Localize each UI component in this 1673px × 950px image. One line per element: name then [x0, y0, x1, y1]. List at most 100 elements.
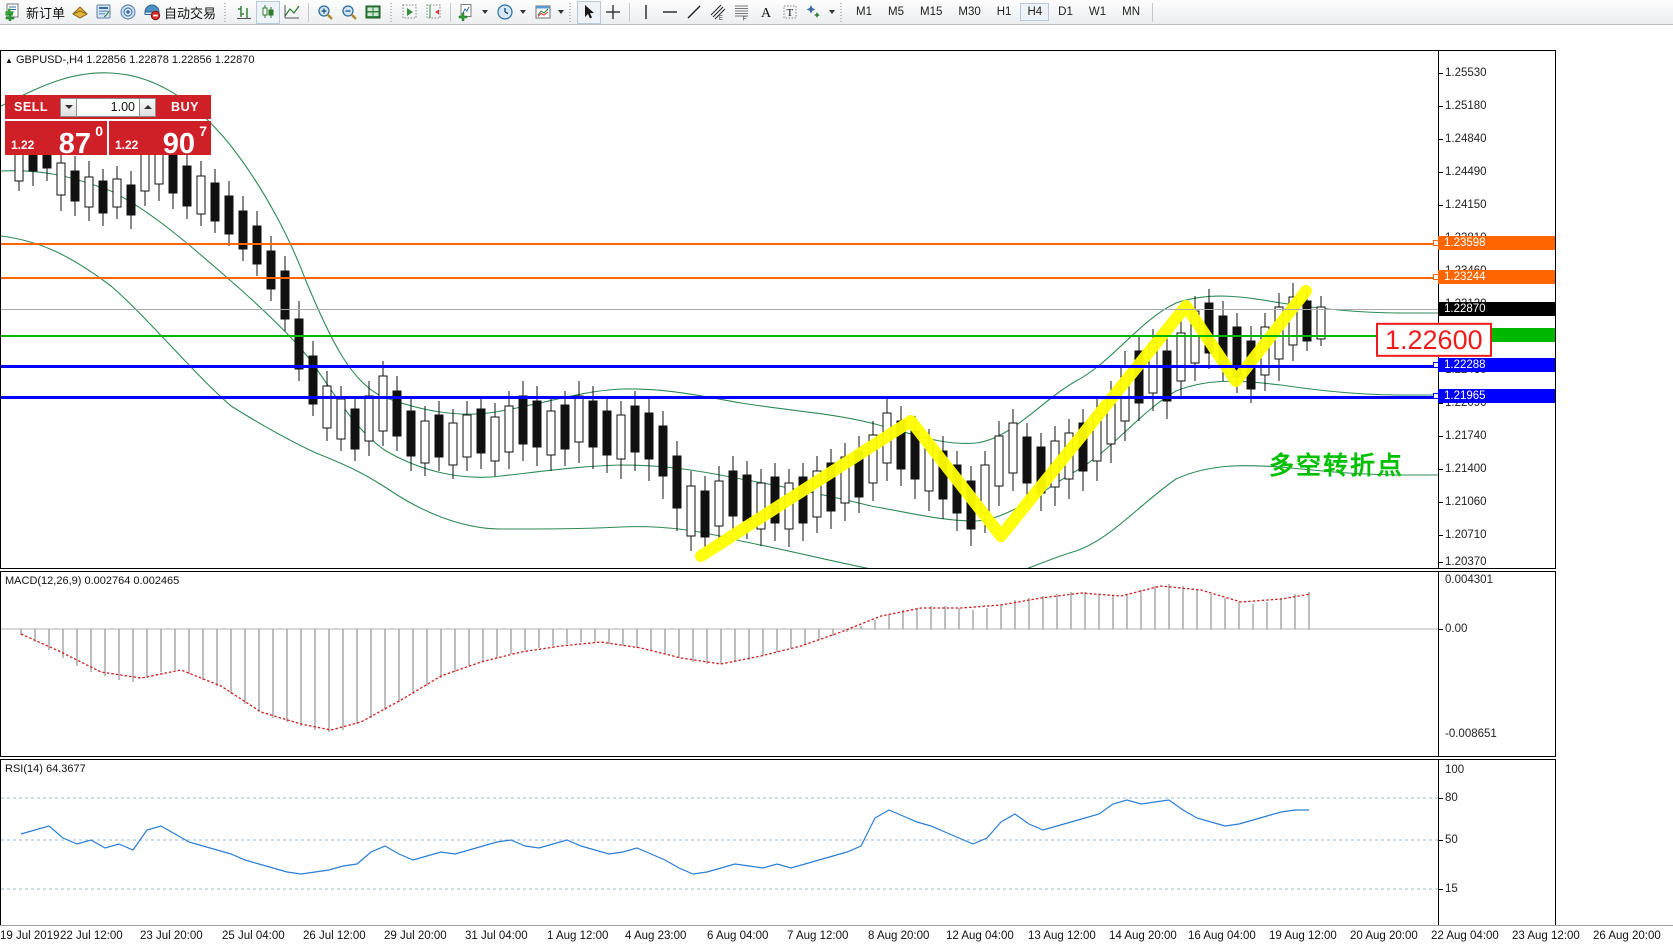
text-label-button[interactable]: A	[754, 1, 778, 24]
indicators-button[interactable]	[455, 1, 479, 24]
macd-tick-label: -0.008651	[1445, 728, 1497, 740]
objects-dropdown-caret[interactable]	[829, 10, 836, 14]
time-tick-label: 12 Aug 04:00	[946, 930, 1014, 942]
resistance-line-2[interactable]	[1, 277, 1440, 279]
support-handle-2[interactable]	[1433, 393, 1439, 399]
chinese-annotation[interactable]: 多空转折点	[1269, 452, 1405, 480]
level-badge-support-2[interactable]: 1.21965	[1438, 389, 1555, 403]
level-badge-current-price[interactable]: 1.22870	[1438, 302, 1555, 316]
macd-axis[interactable]: 0.004301 0.00 -0.008651	[1438, 572, 1555, 756]
current-price-line	[1, 309, 1440, 310]
support-line-1[interactable]	[1, 365, 1440, 368]
data-window-button[interactable]	[361, 1, 385, 24]
chart-workspace: 1.22600 多空转折点 ▲ GBPUSD-,H4 1.22856 1.228…	[0, 25, 1673, 950]
price-axis[interactable]: 1.25530 1.25180 1.24840 1.24490 1.24150 …	[1438, 51, 1555, 568]
macd-indicator-pane[interactable]: MACD(12,26,9) 0.002764 0.002465	[0, 571, 1556, 757]
chart-shift-button[interactable]	[422, 1, 446, 24]
sell-button[interactable]: SELL	[5, 95, 57, 119]
toolbar-grip-3[interactable]	[568, 2, 574, 22]
market-watch-button[interactable]	[92, 1, 116, 24]
horizontal-line-button[interactable]	[658, 1, 682, 24]
one-click-trading-panel[interactable]: SELL 1.00 BUY 1.22 87 0	[5, 95, 211, 159]
chevron-down-icon	[64, 105, 73, 109]
timeframe-m1[interactable]: M1	[856, 6, 873, 18]
templates-dropdown-caret[interactable]	[558, 10, 565, 14]
resistance-handle-2[interactable]	[1433, 274, 1439, 280]
cursor-button[interactable]	[577, 0, 602, 24]
timeframe-m30[interactable]: M30	[958, 6, 981, 18]
text-box-button[interactable]: T	[778, 1, 802, 24]
period-dropdown-caret[interactable]	[520, 10, 527, 14]
line-chart-button[interactable]	[280, 1, 304, 24]
price-annotation-box[interactable]: 1.22600	[1376, 322, 1492, 358]
trendline-button[interactable]	[682, 1, 706, 24]
macd-tick-label: 0.00	[1445, 623, 1468, 635]
order-price-row: 1.22 87 0 1.22 90 7	[5, 121, 211, 159]
fibonacci-button[interactable]: F	[730, 1, 754, 24]
scroll-end-button[interactable]	[398, 1, 422, 24]
market-watch-icon	[95, 3, 113, 21]
price-tick-label: 1.24150	[1445, 199, 1487, 211]
toolbar-grip-4[interactable]	[839, 2, 845, 22]
vertical-line-button[interactable]	[634, 1, 658, 24]
time-axis[interactable]: 19 Jul 2019 22 Jul 12:00 23 Jul 20:00 25…	[0, 925, 1673, 950]
toolbar-separator-4	[1152, 2, 1153, 22]
autotrading-button[interactable]: 自动交易	[140, 1, 219, 24]
templates-button[interactable]	[531, 1, 555, 24]
timeframe-m15[interactable]: M15	[920, 6, 943, 18]
price-tick-label: 1.21400	[1445, 463, 1487, 475]
navigator-button[interactable]	[116, 1, 140, 24]
crosshair-button[interactable]	[601, 1, 625, 24]
price-chart-pane[interactable]: 1.22600 多空转折点 ▲ GBPUSD-,H4 1.22856 1.228…	[0, 50, 1556, 569]
bar-chart-icon	[235, 3, 253, 21]
level-badge-support-1[interactable]: 1.22288	[1438, 358, 1555, 372]
period-button[interactable]	[493, 1, 517, 24]
sell-price-cell[interactable]: 1.22 87 0	[5, 121, 107, 159]
indicators-dropdown-caret[interactable]	[482, 10, 489, 14]
rsi-indicator-pane[interactable]: RSI(14) 64.3677 100 80 50 15 0	[0, 759, 1556, 946]
axis-tick	[1439, 403, 1443, 404]
price-tick-label: 1.20710	[1445, 529, 1487, 541]
level-badge-resistance-2[interactable]: 1.23244	[1438, 270, 1555, 284]
zoom-in-button[interactable]	[313, 1, 337, 24]
rsi-axis[interactable]: 100 80 50 15 0	[1438, 760, 1555, 945]
time-tick-label: 20 Aug 20:00	[1350, 930, 1418, 942]
axis-tick	[1439, 889, 1443, 890]
timeframe-mn[interactable]: MN	[1122, 6, 1140, 18]
support-handle-1[interactable]	[1433, 362, 1439, 368]
target-line-green[interactable]	[1, 335, 1440, 337]
timeframe-h4[interactable]: H4	[1020, 3, 1050, 21]
buy-price-cell[interactable]: 1.22 90 7	[109, 121, 211, 159]
level-badge-resistance-1[interactable]: 1.23598	[1438, 236, 1555, 250]
main-toolbar: 新订单	[0, 0, 1673, 25]
timeframe-h1[interactable]: H1	[996, 6, 1012, 18]
new-order-button[interactable]: 新订单	[2, 1, 68, 24]
zoom-out-button[interactable]	[337, 1, 361, 24]
scroll-end-icon	[401, 3, 419, 21]
time-tick-label: 23 Jul 20:00	[140, 930, 203, 942]
candlestick-chart-button[interactable]	[256, 0, 281, 24]
toolbar-grip-2[interactable]	[389, 2, 395, 22]
toolbar-grip-1[interactable]	[223, 2, 229, 22]
timeframe-w1[interactable]: W1	[1088, 6, 1107, 18]
order-controls-row: SELL 1.00 BUY	[5, 95, 211, 119]
timeframe-m5[interactable]: M5	[888, 6, 904, 18]
objects-button[interactable]	[802, 1, 826, 24]
time-tick-label: 22 Aug 04:00	[1431, 930, 1499, 942]
volume-decrease-button[interactable]	[60, 97, 77, 117]
horizontal-line-icon	[661, 3, 679, 21]
resistance-handle-1[interactable]	[1433, 240, 1439, 246]
equidistant-channel-button[interactable]: E	[706, 1, 730, 24]
rsi-tick-label: 15	[1445, 883, 1458, 895]
support-line-2[interactable]	[1, 396, 1440, 399]
bar-chart-button[interactable]	[232, 1, 256, 24]
period-icon	[496, 3, 514, 21]
time-tick-label: 19 Jul 2019	[0, 930, 60, 942]
symbol-info-text: GBPUSD-,H4 1.22856 1.22878 1.22856 1.228…	[15, 54, 255, 66]
timeframe-d1[interactable]: D1	[1058, 6, 1073, 18]
buy-button[interactable]: BUY	[159, 95, 211, 119]
expert-advisor-button[interactable]	[68, 1, 92, 24]
volume-increase-button[interactable]	[139, 97, 156, 117]
resistance-line-1[interactable]	[1, 243, 1440, 245]
volume-input[interactable]: 1.00	[77, 97, 139, 117]
